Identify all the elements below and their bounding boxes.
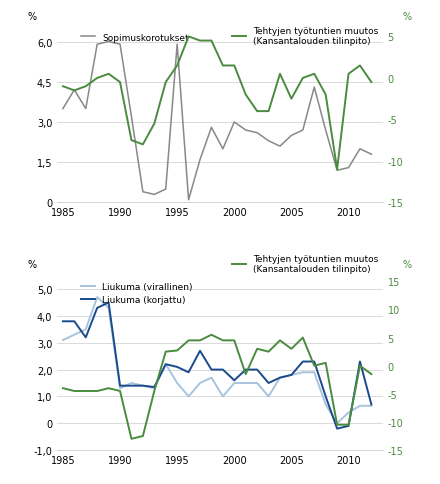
Legend: Liukuma (virallinen), Liukuma (korjattu): Liukuma (virallinen), Liukuma (korjattu) xyxy=(81,282,193,305)
Legend: Tehtyjen työtuntien muutos
(Kansantalouden tilinpito): Tehtyjen työtuntien muutos (Kansantaloud… xyxy=(232,255,378,274)
Text: %: % xyxy=(403,12,412,22)
Legend: Tehtyjen työtuntien muutos
(Kansantalouden tilinpito): Tehtyjen työtuntien muutos (Kansantaloud… xyxy=(232,27,378,46)
Text: %: % xyxy=(403,259,412,269)
Text: %: % xyxy=(28,12,37,22)
Text: %: % xyxy=(28,259,37,269)
Legend: Sopimuskorotukset: Sopimuskorotukset xyxy=(81,33,189,43)
